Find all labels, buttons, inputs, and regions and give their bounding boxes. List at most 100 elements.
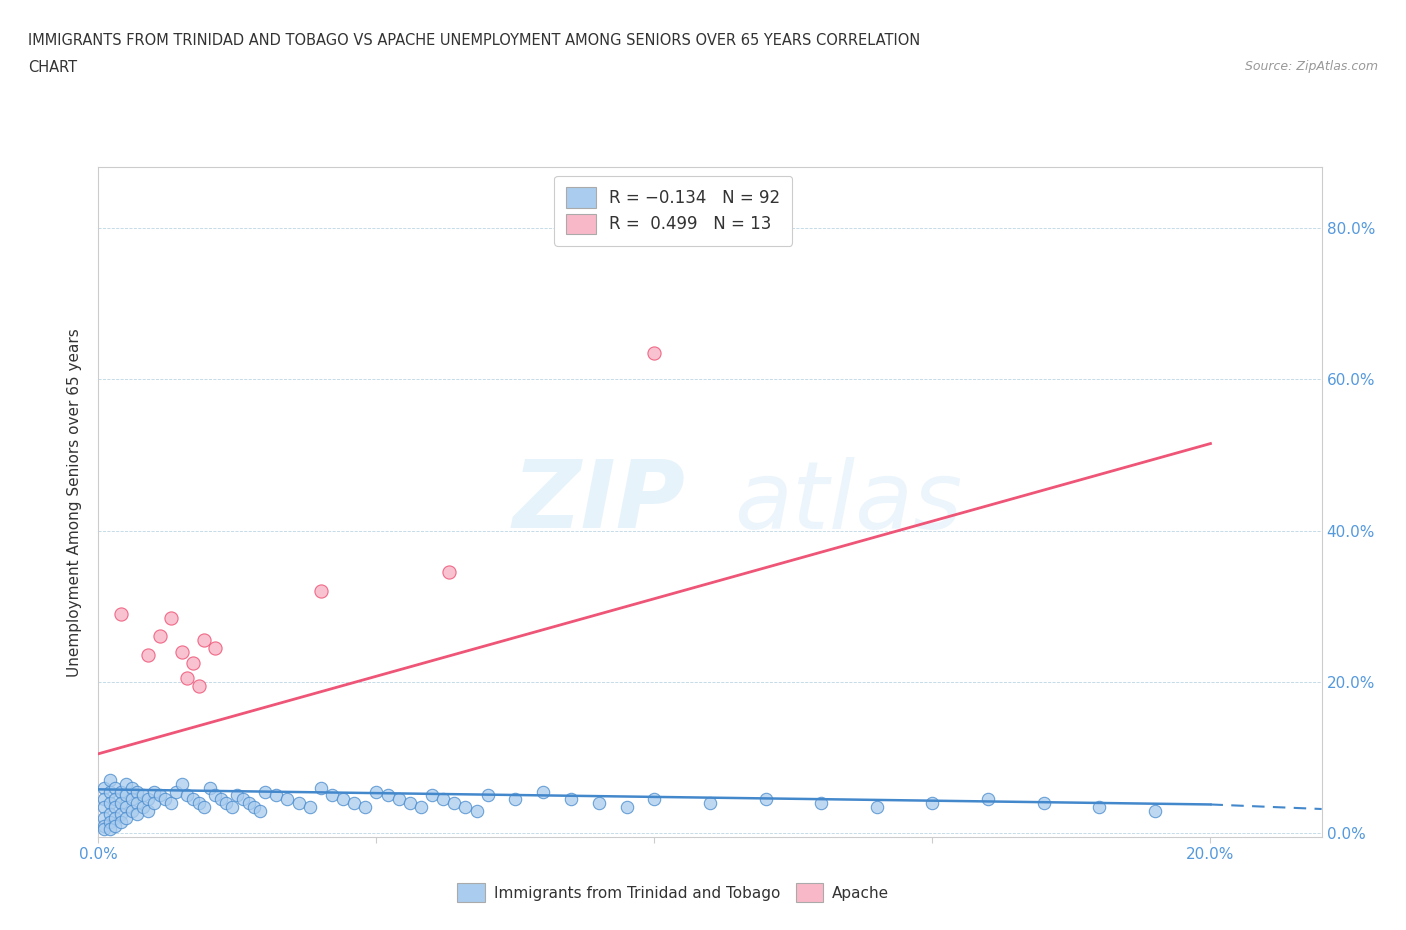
- Point: [93, 791, 115, 806]
- Point: [165, 784, 187, 799]
- Point: [181, 791, 204, 806]
- Point: [104, 791, 127, 806]
- Point: [93, 822, 115, 837]
- Point: [443, 795, 465, 810]
- Point: [193, 632, 215, 647]
- Point: [93, 780, 115, 795]
- Point: [170, 644, 193, 659]
- Point: [98, 807, 121, 822]
- Point: [104, 811, 127, 826]
- Point: [98, 815, 121, 830]
- Point: [170, 777, 193, 791]
- Point: [187, 678, 209, 693]
- Point: [93, 811, 115, 826]
- Point: [176, 788, 198, 803]
- Point: [104, 818, 127, 833]
- Point: [388, 791, 411, 806]
- Point: [454, 799, 477, 814]
- Point: [115, 811, 138, 826]
- Point: [309, 780, 332, 795]
- Point: [98, 773, 121, 788]
- Point: [204, 788, 226, 803]
- Point: [420, 788, 443, 803]
- Point: [98, 784, 121, 799]
- Point: [104, 780, 127, 795]
- Point: [588, 795, 610, 810]
- Point: [138, 648, 160, 663]
- Point: [254, 784, 277, 799]
- Point: [921, 795, 943, 810]
- Point: [409, 799, 432, 814]
- Text: atlas: atlas: [734, 457, 963, 548]
- Point: [93, 818, 115, 833]
- Point: [643, 791, 665, 806]
- Point: [1143, 804, 1166, 818]
- Point: [127, 807, 149, 822]
- Point: [115, 788, 138, 803]
- Point: [232, 791, 254, 806]
- Text: ZIP: ZIP: [513, 457, 686, 548]
- Legend: Immigrants from Trinidad and Tobago, Apache: Immigrants from Trinidad and Tobago, Apa…: [450, 876, 897, 910]
- Point: [977, 791, 1000, 806]
- Point: [143, 795, 166, 810]
- Point: [1032, 795, 1054, 810]
- Point: [138, 791, 160, 806]
- Point: [366, 784, 388, 799]
- Point: [505, 791, 527, 806]
- Point: [243, 799, 266, 814]
- Point: [477, 788, 499, 803]
- Point: [1088, 799, 1111, 814]
- Point: [755, 791, 778, 806]
- Point: [98, 795, 121, 810]
- Point: [159, 610, 181, 625]
- Point: [560, 791, 582, 806]
- Point: [93, 799, 115, 814]
- Point: [176, 671, 198, 685]
- Y-axis label: Unemployment Among Seniors over 65 years: Unemployment Among Seniors over 65 years: [67, 328, 83, 677]
- Point: [309, 584, 332, 599]
- Point: [110, 795, 132, 810]
- Point: [465, 804, 488, 818]
- Text: CHART: CHART: [28, 60, 77, 75]
- Point: [209, 791, 232, 806]
- Point: [121, 791, 143, 806]
- Point: [643, 345, 665, 360]
- Point: [287, 795, 309, 810]
- Point: [215, 795, 238, 810]
- Point: [866, 799, 889, 814]
- Point: [127, 784, 149, 799]
- Point: [616, 799, 638, 814]
- Point: [377, 788, 399, 803]
- Point: [354, 799, 377, 814]
- Point: [266, 788, 288, 803]
- Point: [221, 799, 243, 814]
- Text: Source: ZipAtlas.com: Source: ZipAtlas.com: [1244, 60, 1378, 73]
- Point: [159, 795, 181, 810]
- Point: [104, 799, 127, 814]
- Point: [153, 791, 176, 806]
- Point: [110, 807, 132, 822]
- Point: [321, 788, 343, 803]
- Point: [143, 784, 166, 799]
- Point: [238, 795, 260, 810]
- Point: [198, 780, 221, 795]
- Point: [181, 656, 204, 671]
- Point: [699, 795, 721, 810]
- Text: IMMIGRANTS FROM TRINIDAD AND TOBAGO VS APACHE UNEMPLOYMENT AMONG SENIORS OVER 65: IMMIGRANTS FROM TRINIDAD AND TOBAGO VS A…: [28, 33, 921, 47]
- Point: [226, 788, 249, 803]
- Point: [127, 795, 149, 810]
- Point: [343, 795, 366, 810]
- Point: [110, 815, 132, 830]
- Point: [298, 799, 321, 814]
- Point: [121, 780, 143, 795]
- Point: [138, 804, 160, 818]
- Point: [810, 795, 832, 810]
- Point: [204, 641, 226, 656]
- Point: [187, 795, 209, 810]
- Point: [98, 822, 121, 837]
- Point: [432, 791, 454, 806]
- Point: [115, 777, 138, 791]
- Point: [149, 629, 172, 644]
- Point: [276, 791, 298, 806]
- Point: [149, 788, 172, 803]
